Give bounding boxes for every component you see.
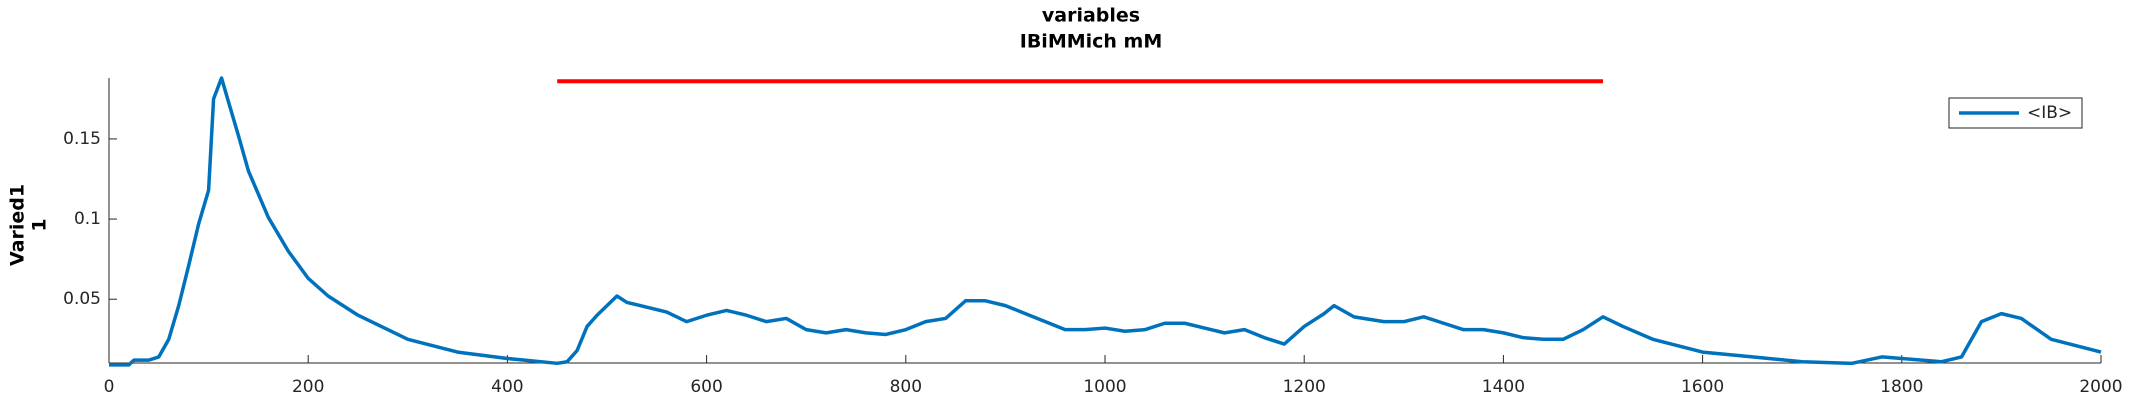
- y-tick-label: 0.1: [74, 209, 101, 229]
- x-tick-label: 1600: [1681, 377, 1724, 397]
- x-tick-label: 1400: [1482, 377, 1525, 397]
- x-tick-label: 2000: [2079, 377, 2122, 397]
- x-tick-label: 1800: [1880, 377, 1923, 397]
- y-axis-label: 1: [29, 218, 51, 231]
- y-tick-label: 0.15: [63, 129, 101, 149]
- y-axis-label: Varied1: [7, 184, 29, 266]
- x-tick-label: 400: [491, 377, 523, 397]
- chart-title: variables: [1042, 5, 1140, 27]
- chart-subtitle: IBiMMich mM: [1020, 31, 1163, 53]
- legend-label: <IB>: [2027, 103, 2072, 123]
- x-tick-label: 1000: [1083, 377, 1126, 397]
- data-line: [109, 76, 2102, 367]
- x-tick-label: 200: [292, 377, 324, 397]
- x-tick-label: 600: [690, 377, 722, 397]
- x-tick-label: 0: [104, 377, 115, 397]
- x-tick-label: 800: [890, 377, 922, 397]
- y-tick-label: 0.05: [63, 289, 101, 309]
- x-tick-label: 1200: [1283, 377, 1326, 397]
